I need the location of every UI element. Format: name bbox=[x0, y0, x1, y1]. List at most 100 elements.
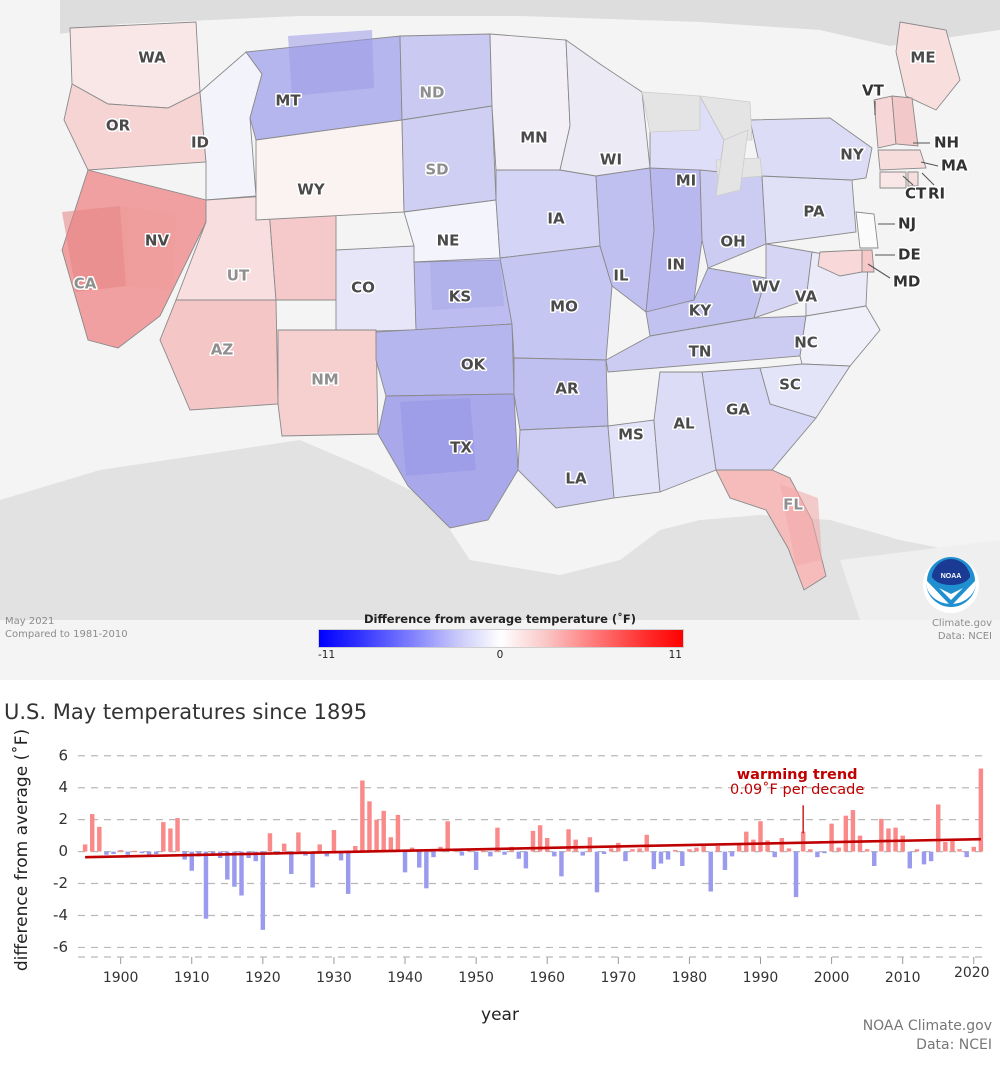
state-label-CT: CT bbox=[905, 185, 927, 203]
bar-1903 bbox=[139, 851, 145, 854]
bar-1908 bbox=[175, 818, 180, 852]
bar-1959 bbox=[537, 825, 543, 852]
x-tick-label-1990: 1990 bbox=[743, 970, 779, 986]
state-SD bbox=[401, 105, 497, 213]
map-caption: May 2021 Compared to 1981-2010 bbox=[5, 616, 128, 641]
leader-label-group: VT NH MA CT RI NJ DE MD bbox=[861, 80, 970, 292]
bar-1939 bbox=[395, 814, 401, 852]
bar-1956 bbox=[516, 851, 522, 859]
state-label-group: WA OR ID MT ND MN WI MI SD WY NV CA UT CO NE IA IL IN OH PA… bbox=[72, 47, 937, 515]
bar-1963 bbox=[566, 829, 571, 852]
bar-1985 bbox=[722, 851, 728, 870]
state-MA bbox=[877, 149, 927, 171]
chart-title: U.S. May temperatures since 1895 bbox=[4, 700, 368, 724]
x-tick-label-1950: 1950 bbox=[458, 970, 494, 986]
bar-1915 bbox=[225, 851, 230, 880]
bar-1983 bbox=[708, 851, 713, 892]
x-tick-label-2000: 2000 bbox=[814, 970, 850, 986]
leader-line-MD bbox=[867, 263, 891, 279]
chart-credit-org: NOAA Climate.gov bbox=[862, 1018, 992, 1034]
state-label-WV: WV bbox=[752, 278, 781, 296]
great-lakes bbox=[641, 91, 763, 197]
bar-1991 bbox=[765, 840, 770, 852]
legend-min-label: -11 bbox=[318, 649, 336, 661]
state-label-KY: KY bbox=[689, 302, 713, 320]
bar-2002 bbox=[843, 815, 849, 852]
chart-panel: U.S. May temperatures since 1895 differe… bbox=[0, 680, 1000, 1073]
y-tick-label--2: -2 bbox=[53, 874, 68, 892]
state-label-RI: RI bbox=[928, 185, 945, 203]
state-NJ bbox=[855, 211, 879, 249]
state-label-TX: TX bbox=[450, 439, 472, 457]
bar-1993 bbox=[779, 838, 785, 852]
state-label-MA: MA bbox=[941, 157, 968, 175]
map-credit-site: Climate.gov bbox=[931, 618, 992, 629]
y-tick-label--6: -6 bbox=[53, 938, 68, 956]
state-ND bbox=[399, 33, 493, 121]
state-label-AR: AR bbox=[555, 380, 579, 398]
bar-1975 bbox=[651, 851, 657, 870]
x-tick-label-1970: 1970 bbox=[600, 970, 636, 986]
state-label-NJ: NJ bbox=[898, 215, 916, 233]
chart-credit: NOAA Climate.gov Data: NCEI bbox=[863, 1017, 992, 1055]
state-label-GA: GA bbox=[726, 401, 750, 419]
bar-2007 bbox=[879, 818, 884, 852]
bar-1896 bbox=[89, 814, 95, 852]
legend-mid-label: 0 bbox=[496, 649, 504, 661]
bar-1957 bbox=[523, 851, 529, 869]
bar-1948 bbox=[459, 851, 465, 856]
bar-2001 bbox=[836, 847, 841, 852]
bar-1937 bbox=[381, 810, 386, 852]
bar-1977 bbox=[665, 851, 671, 860]
bars bbox=[82, 768, 984, 930]
bar-1907 bbox=[168, 828, 173, 852]
legend-ticks: -11 0 11 bbox=[318, 648, 682, 662]
legend-max-label: 11 bbox=[668, 649, 682, 661]
x-tick-label-1980: 1980 bbox=[672, 970, 708, 986]
bar-1942 bbox=[417, 851, 422, 868]
bar-1928 bbox=[317, 844, 322, 852]
bar-1962 bbox=[559, 851, 564, 877]
state-label-MO: MO bbox=[550, 298, 578, 316]
bar-1981 bbox=[694, 847, 699, 852]
x-axis-ticks: 1900 1910 1920 1930 1940 1950 1960 1970 1980 1990… bbox=[78, 956, 990, 986]
bar-1895 bbox=[82, 844, 88, 852]
state-label-MI: MI bbox=[676, 172, 697, 190]
bar-1919 bbox=[253, 851, 258, 862]
state-LA bbox=[517, 425, 615, 509]
x-tick-label-1960: 1960 bbox=[529, 970, 565, 986]
bar-1971 bbox=[623, 851, 628, 862]
state-NH bbox=[891, 95, 919, 147]
state-MN bbox=[489, 33, 571, 171]
state-label-SC: SC bbox=[779, 376, 801, 394]
bar-1933 bbox=[353, 846, 358, 852]
map-panel: WA OR ID MT ND MN WI MI SD WY NV CA UT CO NE IA IL IN OH PA… bbox=[0, 0, 1000, 680]
state-label-NV: NV bbox=[145, 232, 170, 250]
bar-1944 bbox=[431, 851, 436, 858]
state-OK bbox=[375, 323, 515, 397]
state-label-VA: VA bbox=[795, 288, 818, 306]
bar-1999 bbox=[822, 851, 827, 854]
bar-2004 bbox=[857, 835, 863, 852]
bar-1897 bbox=[97, 826, 102, 852]
warming-trend-line bbox=[85, 837, 981, 859]
state-label-IA: IA bbox=[547, 210, 565, 228]
bar-1972 bbox=[630, 849, 635, 852]
state-label-UT: UT bbox=[227, 267, 250, 285]
bar-1967 bbox=[594, 851, 600, 893]
state-label-NC: NC bbox=[794, 334, 818, 352]
bar-1905 bbox=[153, 851, 159, 854]
bar-1946 bbox=[445, 821, 450, 852]
state-label-MD: MD bbox=[893, 273, 920, 291]
state-label-VT: VT bbox=[862, 82, 885, 100]
bar-1958 bbox=[530, 830, 536, 852]
noaa-logo-text: NOAA bbox=[941, 573, 962, 580]
state-label-NY: NY bbox=[840, 146, 865, 164]
bar-1940 bbox=[402, 851, 408, 873]
state-label-WY: WY bbox=[297, 181, 326, 199]
trend-line bbox=[85, 837, 981, 859]
state-label-SD: SD bbox=[425, 161, 448, 179]
state-label-ID: ID bbox=[191, 134, 209, 152]
x-tick-label-1940: 1940 bbox=[387, 970, 423, 986]
bar-2013 bbox=[921, 851, 927, 865]
